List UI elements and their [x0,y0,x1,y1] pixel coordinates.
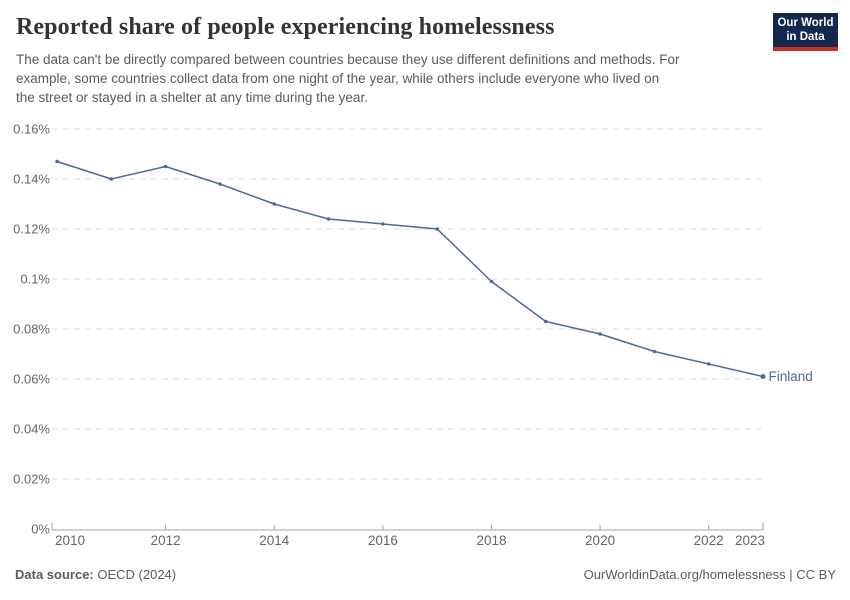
data-point[interactable] [55,159,59,164]
homelessness-line-chart[interactable]: 0% 0.02% 0.04% 0.06% 0.08% 0.1% 0.12% 0.14% 0.16… [0,115,850,560]
x-tick-label: 2023 [735,533,765,548]
y-tick-label: 0.04% [13,422,50,437]
data-point[interactable] [760,374,766,379]
data-point[interactable] [435,227,440,231]
y-tick-label: 0.12% [13,222,50,237]
x-tick-label: 2012 [151,533,181,548]
data-point[interactable] [544,319,548,324]
owid-logo-line2: in Data [786,31,825,43]
data-source: Data source: OECD (2024) [15,567,176,582]
y-tick-label: 0.1% [20,272,50,287]
footer-links: OurWorldinData.org/homelessness | CC BY [584,567,836,582]
owid-url-link[interactable]: OurWorldinData.org/homelessness [583,567,786,582]
y-tick-label: 0.16% [13,122,50,137]
data-point[interactable] [489,279,494,284]
x-tick-label: 2018 [476,533,506,548]
y-tick-label: 0.14% [13,172,50,187]
chart-title: Reported share of people experiencing ho… [16,14,555,40]
x-tick-label: 2016 [368,533,398,548]
x-tick-label: 2022 [694,533,724,548]
data-point[interactable] [163,164,168,169]
y-tick-label: 0.08% [13,322,50,337]
chart-subtitle: The data can't be directly compared betw… [16,52,680,105]
x-tick-label: 2020 [585,533,615,548]
data-point[interactable] [326,217,331,221]
data-point[interactable] [272,202,277,206]
data-point[interactable] [109,177,114,181]
x-tick-label: 2014 [259,533,290,548]
y-tick-label: 0.06% [13,372,50,387]
series-end-label-finland: Finland [769,369,813,384]
data-point[interactable] [598,332,602,336]
x-tick-label: 2010 [55,533,85,548]
owid-logo-line1: Our World [777,16,834,29]
data-point[interactable] [652,349,657,354]
chart-footer: Data source: OECD (2024) OurWorldinData.… [15,567,836,582]
data-point[interactable] [381,222,385,226]
owid-logo[interactable]: Our World in Data [773,13,838,51]
y-tick-label: 0% [31,522,50,537]
license-separator: | [785,567,797,582]
data-source-label: Data source: [15,567,94,582]
y-tick-label: 0.02% [13,472,50,487]
data-source-value: OECD (2024) [93,567,177,582]
data-point[interactable] [706,362,711,366]
license-label: CC BY [796,567,836,582]
series-line-finland[interactable] [56,160,764,378]
data-point[interactable] [218,182,222,186]
